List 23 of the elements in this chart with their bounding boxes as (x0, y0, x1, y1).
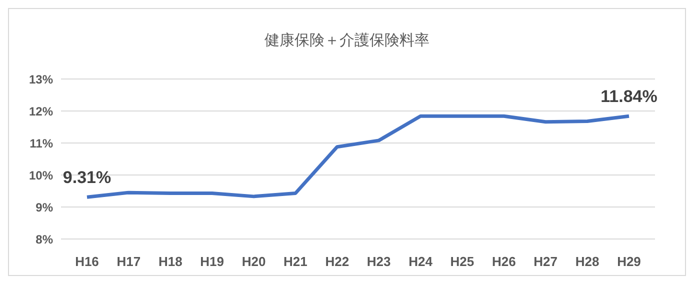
y-tick-label: 9% (36, 200, 54, 214)
x-tick-label: H16 (75, 254, 99, 270)
x-tick-label: H26 (492, 254, 516, 270)
x-tick-label: H24 (408, 254, 434, 270)
x-tick-label: H27 (534, 254, 558, 270)
data-label: 9.31% (62, 168, 112, 188)
x-tick-label: H22 (325, 254, 350, 270)
x-tick-label: H20 (242, 254, 266, 270)
x-tick-label: H23 (366, 254, 391, 270)
x-tick-label: H21 (284, 254, 308, 270)
y-tick-label: 11% (30, 136, 54, 150)
y-tick-label: 13% (28, 72, 54, 86)
y-tick-label: 12% (28, 104, 54, 118)
data-label: 11.84% (600, 87, 658, 106)
x-tick-label: H25 (450, 254, 474, 270)
chart-title: 健康保険＋介護保険料率 (264, 31, 430, 51)
x-tick-label: H17 (116, 254, 141, 270)
x-tick-label: H19 (200, 254, 224, 270)
x-tick-label: H18 (158, 254, 182, 270)
x-tick-label: H28 (575, 254, 600, 270)
y-tick-label: 10% (28, 168, 54, 182)
y-tick-label: 8% (36, 232, 54, 246)
x-tick-label: H29 (617, 254, 641, 270)
